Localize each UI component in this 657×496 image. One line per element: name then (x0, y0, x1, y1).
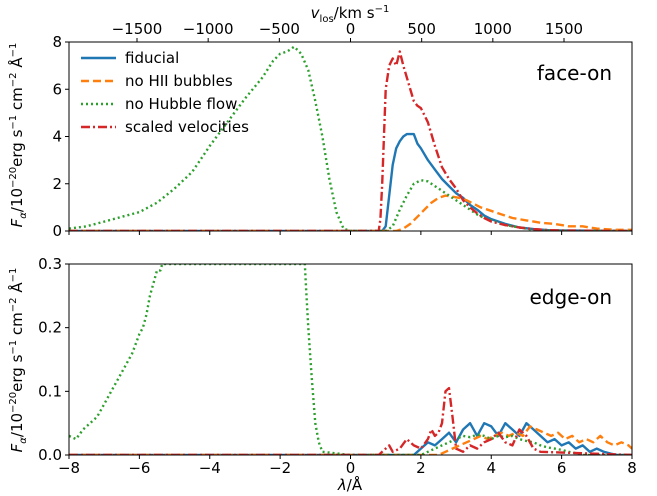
legend: fiducial no HII bubbles no Hubble flow scal… (81, 49, 249, 136)
y-axis-label-top: Fα/10−20erg s−1 cm−2 Å−1 (7, 43, 29, 228)
series-line-no-hubble-flow (69, 45, 632, 231)
face-on-panel: 0 2 4 6 8 −1500 −1000 −500 0 500 1000 1500 face-on fi… (52, 20, 633, 240)
x-tick-label: 6 (557, 459, 567, 477)
series-line-scaled-velocities (69, 50, 632, 231)
series-line-no-hubble-flow (69, 264, 632, 455)
edge-on-panel: −8 −6 −4 −2 0 2 4 6 8 0.0 0.1 0.2 0.3 edge-on (38, 255, 637, 477)
top-tick-label: −500 (259, 20, 300, 38)
x-tick-label: 4 (486, 459, 496, 477)
y-tick-label: 2 (52, 175, 62, 193)
panel-annotation: edge-on (530, 285, 613, 309)
legend-label: fiducial (125, 49, 179, 67)
y-tick-label: 4 (52, 128, 62, 146)
top-axis-label: vlos/km s−1 (311, 4, 390, 25)
y-axis-label-bottom: Fα/10−20erg s−1 cm−2 Å−1 (7, 268, 29, 453)
top-tick-label: −1000 (183, 20, 234, 38)
top-tick-label: 0 (346, 20, 356, 38)
x-tick-label: 0 (346, 459, 356, 477)
x-tick-label: −6 (128, 459, 150, 477)
x-axis-label: λ/Å (337, 475, 363, 494)
x-tick-label: −4 (199, 459, 221, 477)
series-line-no-hii-bubbles (69, 194, 632, 231)
y-tick-label: 0 (52, 222, 62, 240)
series-line-fiducial (69, 132, 632, 231)
y-tick-label: 0.2 (38, 319, 62, 337)
series-line-fiducial (69, 422, 632, 455)
legend-label: no Hubble flow (125, 95, 237, 113)
y-tick-label: 8 (52, 33, 62, 51)
top-tick-label: 1500 (545, 20, 583, 38)
top-tick-label: −1500 (112, 20, 163, 38)
x-tick-label: 2 (416, 459, 426, 477)
x-tick-label: 8 (627, 459, 637, 477)
series-line-no-hii-bubbles (69, 425, 632, 455)
y-tick-label: 0.3 (38, 255, 62, 273)
x-tick-label: −8 (58, 459, 80, 477)
x-tick-label: −2 (269, 459, 291, 477)
y-tick-label: 6 (52, 80, 62, 98)
top-tick-label: 1000 (474, 20, 512, 38)
top-tick-label: 500 (407, 20, 436, 38)
panel-annotation: face-on (537, 61, 612, 85)
legend-label: scaled velocities (125, 118, 249, 136)
y-tick-label: 0.0 (38, 446, 62, 464)
series-line-scaled-velocities (69, 386, 632, 455)
y-tick-label: 0.1 (38, 382, 62, 400)
legend-label: no HII bubbles (125, 72, 233, 90)
